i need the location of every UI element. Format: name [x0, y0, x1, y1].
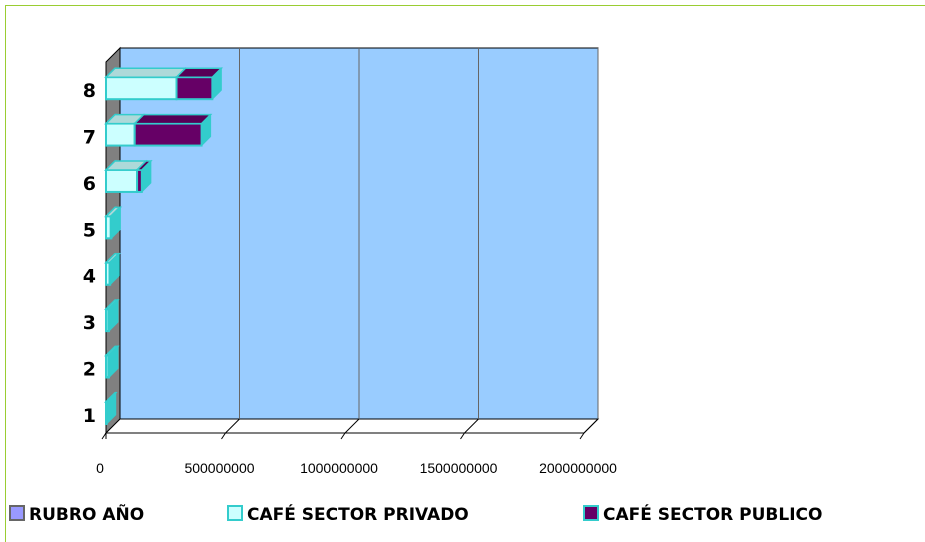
axis-tick: [221, 432, 226, 440]
bar-segment: [135, 159, 153, 194]
bar-top: [104, 67, 188, 78]
category-label: 1: [83, 405, 96, 427]
bar-side: [108, 345, 119, 379]
legend-label: RUBRO AÑO: [29, 502, 144, 525]
bar-segment: [106, 298, 120, 333]
bar-side: [141, 159, 152, 194]
bar-front: [105, 168, 139, 193]
chart-frame: [5, 5, 925, 542]
axis-tick: [340, 432, 346, 440]
bars: [104, 66, 224, 426]
axis-tick: [101, 432, 107, 440]
bar-side: [201, 113, 212, 147]
gridline-floor: [344, 418, 360, 434]
bar-front: [136, 168, 143, 193]
legend-swatch: [9, 505, 25, 521]
bar-front: [175, 76, 214, 101]
bar-side: [108, 298, 119, 333]
bar-top: [132, 113, 213, 125]
tick-label: 2000000000: [539, 460, 617, 476]
axis-tick: [460, 432, 465, 440]
chart-walls: [104, 46, 600, 435]
gridlines: [225, 48, 599, 434]
axis-tick: [579, 432, 585, 440]
legend-label: CAFÉ SECTOR PRIVADO: [247, 503, 469, 525]
tick-label: 1500000000: [420, 460, 498, 476]
legend-entry: CAFÉ SECTOR PRIVADO: [227, 503, 469, 525]
gridline-floor: [464, 418, 479, 434]
bar-segment: [104, 66, 188, 101]
legend-label: CAFÉ SECTOR PUBLICO: [603, 503, 822, 525]
category-labels: 1 2 3 4 5 6 7 8: [83, 80, 96, 427]
gridline-floor: [225, 418, 240, 434]
category-label: 8: [83, 80, 96, 102]
legend-entry: RUBRO AÑO: [9, 502, 144, 525]
bar-front: [105, 76, 178, 101]
legend-swatch: [583, 505, 599, 521]
bar-front: [133, 122, 203, 147]
category-label: 5: [83, 219, 96, 241]
legend-swatch: [227, 505, 243, 521]
bar-side: [109, 252, 120, 286]
bar-side: [110, 206, 121, 240]
bar-segment: [106, 345, 120, 379]
legend-entry: CAFÉ SECTOR PUBLICO: [583, 503, 822, 525]
legend: RUBRO AÑO CAFÉ SECTOR PRIVADO CAFÉ SECTOR …: [9, 502, 822, 525]
bar-segment: [104, 391, 118, 426]
category-label: 3: [83, 312, 96, 334]
bar-front: [105, 122, 136, 147]
category-label: 2: [83, 358, 96, 380]
bar-side: [211, 66, 222, 101]
tick-label: 0: [96, 460, 104, 476]
bar-segment: [132, 113, 213, 147]
gridline-floor: [583, 418, 599, 434]
category-label: 4: [83, 266, 96, 288]
bar-segment: [108, 206, 123, 240]
bar-side: [106, 391, 117, 426]
category-label: 6: [83, 173, 96, 195]
axes: [101, 432, 585, 440]
tick-label: 1000000000: [300, 460, 378, 476]
category-label: 7: [83, 127, 96, 149]
bar-segment: [174, 66, 224, 101]
tick-labels: 0 500000000 1000000000 1500000000 2000000000: [96, 460, 617, 476]
bar-segment: [107, 252, 121, 286]
tick-label: 500000000: [184, 460, 254, 476]
